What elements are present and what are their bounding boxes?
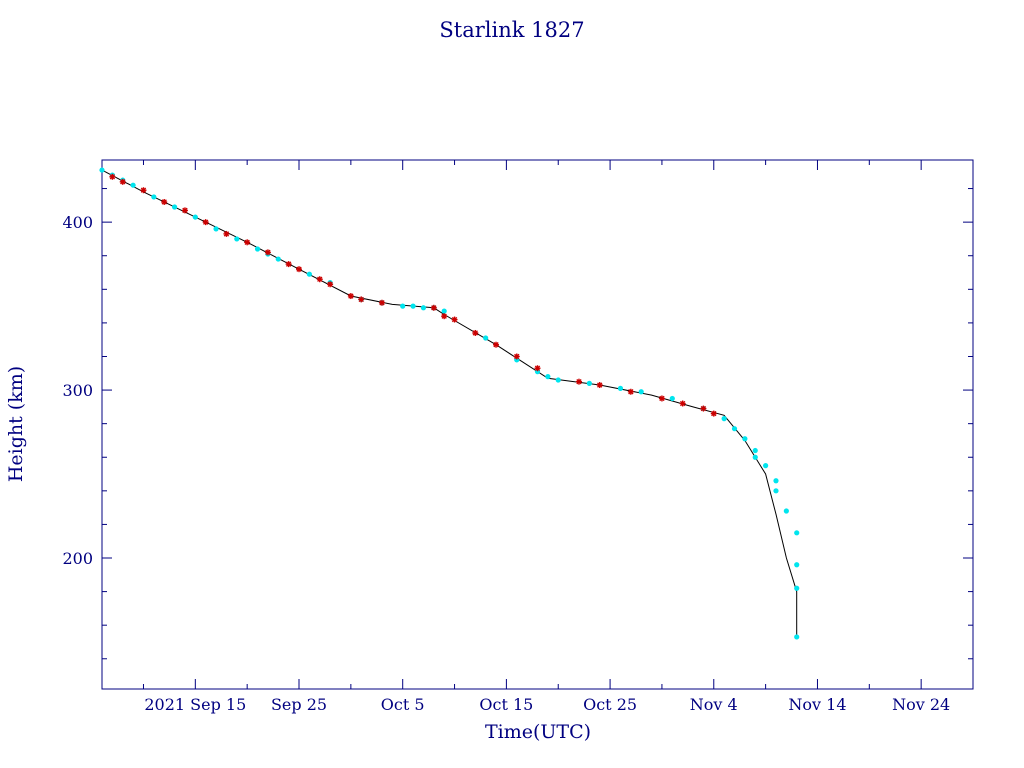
red-star-point [223,230,230,237]
red-star-point [441,313,448,320]
cyan-data-point [794,530,800,536]
red-star-point [575,378,582,385]
cyan-data-point [721,416,727,422]
y-tick-labels: 200 300 400 [62,213,93,568]
cyan-data-point [783,508,789,514]
x-axis-label: Time(UTC) [485,721,591,743]
red-star-point [534,365,541,372]
red-star-point [316,276,323,283]
cyan-data-point [306,271,312,277]
cyan-data-point [130,182,136,188]
red-star-point [181,207,188,214]
x-tick-labels: 2021 Sep 15 Sep 25 Oct 5 Oct 15 Oct 25 Nov 4 N… [144,695,950,714]
cyan-data-point [400,303,406,309]
red-star-point [493,341,500,348]
x-tick-label: 2021 Sep 15 [144,695,246,714]
x-tick-label: Nov 4 [690,695,738,714]
red-star-point [627,388,634,395]
red-star-point [296,266,303,273]
cyan-data-point [752,454,758,460]
cyan-data-point [410,303,416,309]
x-tick-label: Oct 15 [479,695,533,714]
axis-ticks [102,160,974,689]
cyan-data-point [420,305,427,311]
red-star-point [378,299,385,306]
cyan-data-point [234,236,240,242]
y-axis-label: Height (km) [5,366,27,482]
red-star-point [327,281,334,288]
cyan-data-point [794,562,800,568]
cyan-data-point [99,167,105,173]
x-tick-label: Sep 25 [271,695,327,714]
cyan-data-point [586,380,592,386]
cyan-data-point [555,377,561,383]
cyan-data-point [545,374,551,380]
cyan-data-point [731,426,738,432]
cyan-data-point [638,389,644,395]
red-star-point [710,410,717,417]
cyan-data-point [763,463,769,469]
cyan-data-point [794,634,800,640]
red-star-point [285,261,292,268]
red-star-point [472,329,479,336]
x-tick-label: Oct 25 [583,695,637,714]
cyan-data-point [192,214,198,220]
cyan-data-point [275,256,281,262]
cyan-data-point [213,226,219,232]
cyan-data-point [794,585,800,591]
red-star-point [596,382,603,389]
cyan-data-point [151,194,157,200]
red-star-point [700,405,707,412]
height-trend-line [101,169,798,637]
y-tick-label: 300 [62,381,93,400]
cyan-data-point [483,335,489,341]
red-star-point [658,395,665,402]
red-star-point [119,178,126,185]
red-star-point [202,219,209,226]
x-tick-label: Oct 5 [381,695,425,714]
x-tick-label: Nov 14 [788,695,846,714]
red-star-point [109,173,116,180]
cyan-data-point [254,246,261,252]
cyan-data-point [441,308,447,314]
cyan-data-point [171,204,178,210]
red-star-point [513,353,520,360]
chart-title: Starlink 1827 [439,18,584,42]
red-star-point [161,198,168,205]
red-star-point [244,239,251,246]
y-tick-label: 200 [62,549,93,568]
red-star-point [358,296,365,303]
red-star-point [140,187,147,194]
cyan-data-point [773,488,779,494]
cyan-data-point [669,395,675,402]
cyan-data-point [617,385,624,391]
plot-frame [101,159,974,690]
red-star-point [679,400,686,407]
red-star-point [430,304,437,311]
y-tick-label: 400 [62,213,93,232]
red-star-point [347,293,354,300]
cyan-data-point [773,478,779,484]
x-tick-label: Nov 24 [892,695,950,714]
cyan-data-point [742,436,748,442]
red-star-point [264,249,271,256]
data-points [99,167,800,640]
red-star-point [451,316,458,323]
cyan-data-point [752,447,758,454]
